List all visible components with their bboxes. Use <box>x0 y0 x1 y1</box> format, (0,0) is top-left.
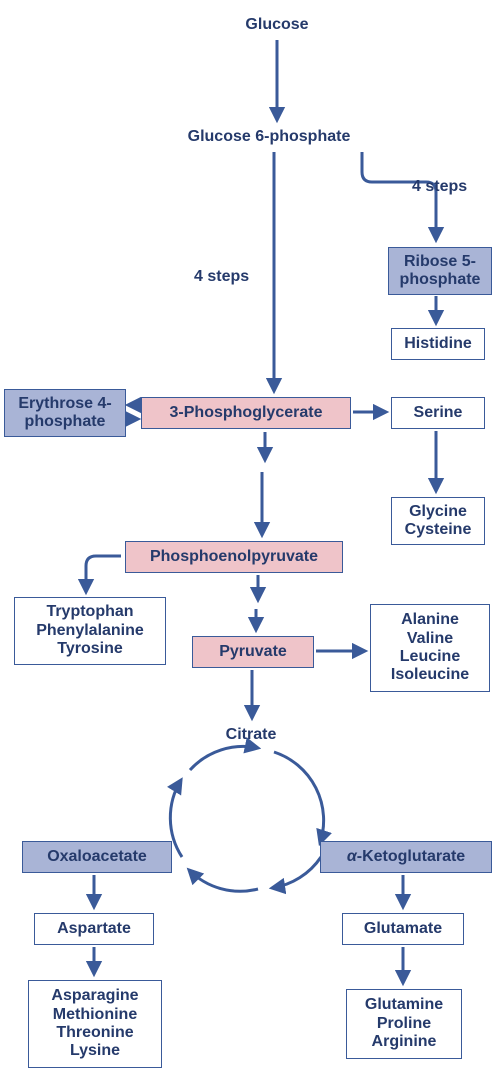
node-histidine-label: Histidine <box>404 335 472 353</box>
node-asp_prod: AsparagineMethionineThreonineLysine <box>28 980 162 1068</box>
node-glycys: GlycineCysteine <box>391 497 485 545</box>
node-aspartate-label: Aspartate <box>57 920 131 938</box>
node-oxaloacetate-label: Oxaloacetate <box>47 848 147 866</box>
node-aromatics-line: Phenylalanine <box>36 622 144 640</box>
node-r5p: Ribose 5-phosphate <box>388 247 492 295</box>
pathway-arrow <box>170 780 182 857</box>
pathway-arrow <box>190 746 258 770</box>
node-bcaa: AlanineValineLeucineIsoleucine <box>370 604 490 692</box>
node-glu_prod: GlutamineProlineArginine <box>346 989 462 1059</box>
node-e4p: Erythrose 4-phosphate <box>4 389 126 437</box>
pathway-arrow <box>189 870 258 891</box>
node-serine-label: Serine <box>414 404 463 422</box>
node-glutamate: Glutamate <box>342 913 464 945</box>
node-pyruvate-label: Pyruvate <box>219 643 287 661</box>
node-histidine: Histidine <box>391 328 485 360</box>
node-e4p-line: Erythrose 4- <box>18 395 111 413</box>
pathway-arrow <box>86 556 121 592</box>
pathway-arrow <box>272 857 321 888</box>
node-aspartate: Aspartate <box>34 913 154 945</box>
node-serine: Serine <box>391 397 485 429</box>
node-glycys-line: Glycine <box>409 503 467 521</box>
edge-label-steps4a: 4 steps <box>412 178 467 196</box>
edge-label-steps4b: 4 steps <box>194 268 249 286</box>
node-aromatics-line: Tyrosine <box>57 640 123 658</box>
pathway-arrow <box>274 752 324 843</box>
node-oxaloacetate: Oxaloacetate <box>22 841 172 873</box>
node-citrate-label: Citrate <box>226 726 277 744</box>
node-bcaa-line: Valine <box>407 630 453 648</box>
node-g6p-label: Glucose 6-phosphate <box>188 128 351 146</box>
node-glycys-line: Cysteine <box>405 521 472 539</box>
node-bcaa-line: Isoleucine <box>391 666 469 684</box>
node-akg-label: α-Ketoglutarate <box>347 848 465 866</box>
node-glu_prod-line: Proline <box>377 1015 431 1033</box>
node-pep: Phosphoenolpyruvate <box>125 541 343 573</box>
node-glu_prod-line: Arginine <box>372 1033 437 1051</box>
node-glu_prod-line: Glutamine <box>365 996 443 1014</box>
pathway-arrow <box>362 152 436 240</box>
node-r5p-line: phosphate <box>400 271 481 289</box>
node-pg3: 3-Phosphoglycerate <box>141 397 351 429</box>
node-aromatics-line: Tryptophan <box>46 603 133 621</box>
node-bcaa-line: Leucine <box>400 648 460 666</box>
node-pep-label: Phosphoenolpyruvate <box>150 548 318 566</box>
node-asp_prod-line: Asparagine <box>51 987 138 1005</box>
node-r5p-line: Ribose 5- <box>404 253 476 271</box>
node-aromatics: TryptophanPhenylalanineTyrosine <box>14 597 166 665</box>
node-pg3-label: 3-Phosphoglycerate <box>170 404 323 422</box>
node-asp_prod-line: Lysine <box>70 1042 120 1060</box>
node-asp_prod-line: Methionine <box>53 1006 137 1024</box>
node-g6p: Glucose 6-phosphate <box>164 126 374 148</box>
node-citrate: Citrate <box>216 724 286 746</box>
node-glutamate-label: Glutamate <box>364 920 442 938</box>
node-glucose: Glucose <box>237 14 317 36</box>
node-bcaa-line: Alanine <box>401 611 459 629</box>
node-pyruvate: Pyruvate <box>192 636 314 668</box>
node-asp_prod-line: Threonine <box>56 1024 133 1042</box>
node-akg: α-Ketoglutarate <box>320 841 492 873</box>
node-glucose-label: Glucose <box>245 16 308 34</box>
node-e4p-line: phosphate <box>25 413 106 431</box>
